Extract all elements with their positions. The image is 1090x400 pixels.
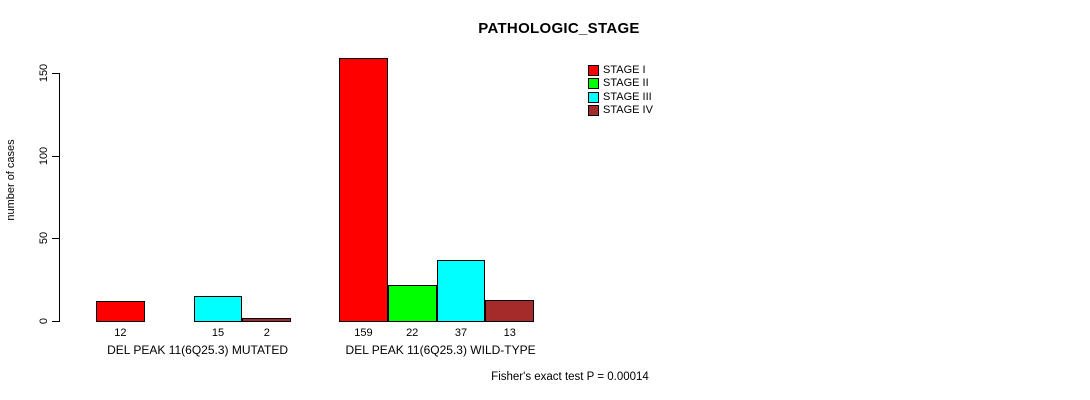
bar-stage-iii-mutated xyxy=(193,296,243,322)
category-label-wild-type: DEL PEAK 11(6Q25.3) WILD-TYPE xyxy=(345,343,536,357)
y-tick-label: 0 xyxy=(38,317,50,325)
bar-stage-i-mutated xyxy=(96,301,145,322)
bar-value-stage-i-mutated: 12 xyxy=(114,327,127,339)
category-label-mutated: DEL PEAK 11(6Q25.3) MUTATED xyxy=(107,343,289,357)
legend-item-stage-ii: STAGE II xyxy=(588,77,653,90)
legend-swatch-stage-ii xyxy=(588,78,599,90)
legend-item-stage-iv: STAGE IV xyxy=(588,104,653,117)
bar-stage-i-wild-type xyxy=(339,58,388,322)
bar-value-stage-i-wild-type: 159 xyxy=(354,327,373,339)
bar-stage-ii-wild-type xyxy=(387,284,437,322)
pvalue-annotation: Fisher's exact test P = 0.00014 xyxy=(491,371,649,383)
bar-stage-iv-mutated xyxy=(242,317,292,322)
bar-value-stage-iv-mutated: 2 xyxy=(263,327,270,339)
legend-label-stage-iii: STAGE III xyxy=(603,90,652,103)
legend-item-stage-i: STAGE I xyxy=(588,65,653,76)
y-axis-tick xyxy=(52,73,59,74)
y-axis-tick xyxy=(52,321,59,322)
y-tick-label: 150 xyxy=(38,63,50,83)
legend: STAGE I STAGE II STAGE III STAGE IV xyxy=(588,65,653,119)
bar-value-stage-iii-wild-type: 37 xyxy=(454,327,468,339)
y-tick-label: 100 xyxy=(38,146,50,165)
bar-value-stage-ii-wild-type: 22 xyxy=(406,327,419,339)
chart-title: PATHOLOGIC_STAGE xyxy=(478,20,640,37)
legend-item-stage-iii: STAGE III xyxy=(588,90,653,103)
legend-swatch-stage-iii xyxy=(588,91,599,103)
y-axis-tick xyxy=(52,155,59,157)
bar-stage-iii-wild-type xyxy=(436,259,486,322)
bar-value-stage-iv-wild-type: 13 xyxy=(503,327,516,339)
y-axis-line xyxy=(59,73,60,322)
bar-stage-iv-wild-type xyxy=(485,299,535,322)
legend-swatch-stage-iv xyxy=(588,105,599,117)
legend-label-stage-iv: STAGE IV xyxy=(603,104,653,117)
y-tick-label: 50 xyxy=(38,232,50,245)
legend-swatch-stage-i xyxy=(588,65,599,76)
legend-label-stage-i: STAGE I xyxy=(603,64,646,76)
bar-value-stage-iii-mutated: 15 xyxy=(211,327,225,339)
y-axis-tick xyxy=(52,238,59,240)
legend-label-stage-ii: STAGE II xyxy=(603,77,649,90)
